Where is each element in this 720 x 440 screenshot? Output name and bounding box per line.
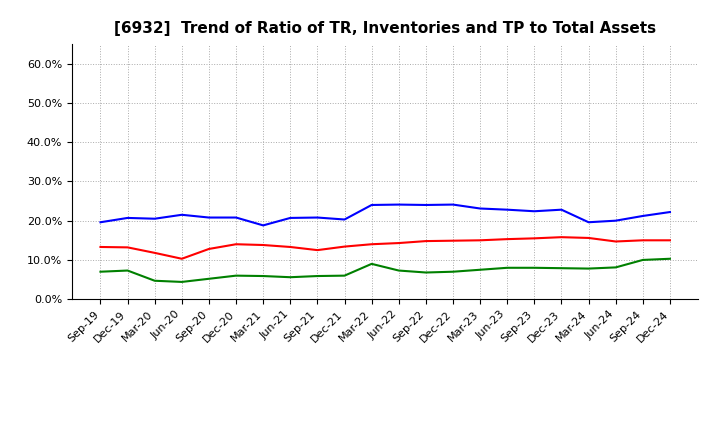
Inventories bbox=[204, 215, 213, 220]
Trade Payables bbox=[286, 275, 294, 280]
Trade Payables bbox=[639, 257, 647, 263]
Trade Payables bbox=[178, 279, 186, 285]
Trade Payables bbox=[611, 265, 620, 270]
Trade Payables bbox=[313, 273, 322, 279]
Trade Payables bbox=[421, 270, 430, 275]
Trade Receivables bbox=[639, 238, 647, 243]
Line: Inventories: Inventories bbox=[101, 205, 670, 225]
Trade Receivables bbox=[395, 240, 403, 246]
Trade Payables bbox=[530, 265, 539, 271]
Inventories bbox=[476, 206, 485, 211]
Inventories bbox=[665, 209, 674, 215]
Trade Receivables bbox=[204, 246, 213, 252]
Inventories bbox=[530, 209, 539, 214]
Line: Trade Payables: Trade Payables bbox=[101, 259, 670, 282]
Inventories bbox=[639, 213, 647, 219]
Inventories bbox=[178, 212, 186, 217]
Inventories bbox=[259, 223, 268, 228]
Inventories bbox=[313, 215, 322, 220]
Trade Receivables bbox=[421, 238, 430, 244]
Line: Trade Receivables: Trade Receivables bbox=[101, 237, 670, 259]
Inventories bbox=[584, 220, 593, 225]
Trade Receivables bbox=[367, 242, 376, 247]
Trade Receivables bbox=[584, 235, 593, 241]
Trade Receivables bbox=[665, 238, 674, 243]
Trade Payables bbox=[449, 269, 457, 275]
Inventories bbox=[503, 207, 511, 213]
Trade Payables bbox=[395, 268, 403, 273]
Trade Payables bbox=[96, 269, 105, 275]
Trade Receivables bbox=[611, 239, 620, 244]
Inventories bbox=[341, 217, 349, 222]
Inventories bbox=[150, 216, 159, 221]
Inventories bbox=[449, 202, 457, 207]
Inventories bbox=[232, 215, 240, 220]
Trade Payables bbox=[476, 267, 485, 272]
Legend: Trade Receivables, Inventories, Trade Payables: Trade Receivables, Inventories, Trade Pa… bbox=[161, 438, 610, 440]
Trade Receivables bbox=[150, 250, 159, 256]
Inventories bbox=[123, 215, 132, 220]
Trade Receivables bbox=[313, 247, 322, 253]
Inventories bbox=[367, 202, 376, 208]
Trade Receivables bbox=[96, 244, 105, 249]
Trade Receivables bbox=[503, 236, 511, 242]
Trade Payables bbox=[367, 261, 376, 267]
Trade Payables bbox=[232, 273, 240, 278]
Trade Receivables bbox=[178, 256, 186, 261]
Inventories bbox=[421, 202, 430, 208]
Inventories bbox=[286, 215, 294, 220]
Inventories bbox=[395, 202, 403, 207]
Trade Receivables bbox=[341, 244, 349, 249]
Trade Payables bbox=[584, 266, 593, 271]
Trade Receivables bbox=[557, 235, 566, 240]
Trade Receivables bbox=[259, 242, 268, 248]
Trade Receivables bbox=[476, 238, 485, 243]
Trade Payables bbox=[557, 266, 566, 271]
Trade Receivables bbox=[530, 236, 539, 241]
Trade Payables bbox=[123, 268, 132, 273]
Trade Payables bbox=[665, 256, 674, 261]
Trade Payables bbox=[204, 276, 213, 282]
Trade Receivables bbox=[232, 242, 240, 247]
Trade Payables bbox=[150, 278, 159, 283]
Title: [6932]  Trend of Ratio of TR, Inventories and TP to Total Assets: [6932] Trend of Ratio of TR, Inventories… bbox=[114, 21, 656, 36]
Trade Payables bbox=[503, 265, 511, 271]
Trade Payables bbox=[259, 273, 268, 279]
Inventories bbox=[96, 220, 105, 225]
Trade Receivables bbox=[123, 245, 132, 250]
Trade Receivables bbox=[449, 238, 457, 243]
Trade Payables bbox=[341, 273, 349, 278]
Inventories bbox=[611, 218, 620, 224]
Inventories bbox=[557, 207, 566, 213]
Trade Receivables bbox=[286, 244, 294, 249]
